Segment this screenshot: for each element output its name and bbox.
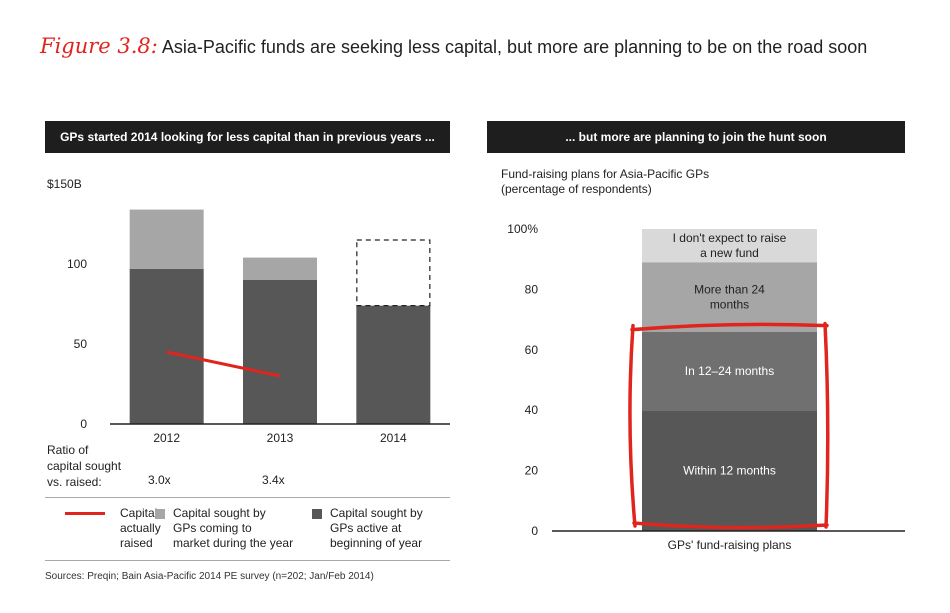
left-bar-segment — [356, 305, 431, 424]
legend-swatch-active-at-beginning — [312, 509, 322, 519]
legend-coming-to-market: Capital sought by GPs coming to market d… — [173, 506, 293, 551]
left-bar-segment — [129, 268, 204, 424]
left-y-tick-label: 100 — [67, 257, 87, 271]
right-x-tick-label: GPs' fund-raising plans — [668, 538, 792, 552]
ratio-label-line-1: Ratio of — [47, 443, 89, 457]
right-y-tick-label: 100% — [507, 222, 538, 236]
capital-raised-line — [166, 350, 281, 378]
left-panel-header: GPs started 2014 looking for less capita… — [45, 121, 450, 153]
right-bar-segment — [642, 229, 817, 263]
right-panel-header: ... but more are planning to join the hu… — [487, 121, 905, 153]
right-bar-segment — [642, 331, 817, 411]
right-segment-label: I don't expect to raise — [673, 231, 787, 245]
left-bar-segment-dashed — [356, 239, 431, 307]
left-x-tick-label: 2012 — [153, 431, 180, 445]
right-y-tick-label: 60 — [525, 343, 539, 357]
figure-headline: Asia-Pacific funds are seeking less capi… — [161, 37, 868, 57]
left-bar-segment — [243, 257, 317, 280]
legend-active-line-2: GPs active at — [330, 521, 402, 535]
legend-coming-line-2: GPs coming to — [173, 521, 252, 535]
legend-capital-raised-line-2: actually — [120, 521, 161, 535]
right-chart-subtitle-line-2: (percentage of respondents) — [501, 182, 652, 196]
left-y-tick-label: $150B — [47, 177, 82, 191]
left-chart-legend: Capital actually raised Capital sought b… — [45, 497, 450, 561]
right-segment-label: months — [710, 297, 749, 311]
right-y-tick-label: 0 — [531, 524, 538, 538]
ratio-value-2013: 3.4x — [262, 473, 285, 487]
legend-capital-raised: Capital actually raised — [120, 506, 161, 551]
ratio-label-line-2: capital sought — [47, 459, 122, 473]
right-chart-subtitle-line-1: Fund-raising plans for Asia-Pacific GPs — [501, 167, 710, 181]
right-y-tick-label: 40 — [525, 403, 539, 417]
right-y-tick-label: 80 — [525, 282, 539, 296]
right-y-tick-label: 20 — [525, 464, 539, 478]
source-note: Sources: Preqin; Bain Asia-Pacific 2014 … — [45, 571, 374, 582]
right-bar-segment — [642, 262, 817, 332]
left-bar-segment — [243, 280, 317, 424]
left-y-tick-label: 50 — [74, 337, 88, 351]
left-x-tick-label: 2014 — [380, 431, 407, 445]
legend-active-line-3: beginning of year — [330, 536, 423, 550]
legend-capital-raised-line-1: Capital — [120, 506, 158, 520]
right-segment-label: More than 24 — [694, 282, 765, 296]
legend-coming-line-1: Capital sought by — [173, 506, 266, 520]
figure-number: Figure 3.8: — [40, 34, 158, 58]
left-bar-segment — [129, 209, 204, 269]
legend-coming-line-3: market during the year — [173, 536, 294, 550]
left-x-tick-label: 2013 — [267, 431, 294, 445]
legend-active-line-1: Capital sought by — [330, 506, 423, 520]
right-segment-label: In 12–24 months — [685, 364, 774, 378]
legend-active-at-beginning: Capital sought by GPs active at beginnin… — [330, 506, 423, 551]
ratio-value-2012: 3.0x — [148, 473, 171, 487]
ratio-label: Ratio of capital sought vs. raised: — [47, 442, 121, 490]
legend-capital-raised-line-3: raised — [120, 536, 153, 550]
right-segment-label: Within 12 months — [683, 464, 776, 478]
highlight-box — [628, 321, 830, 530]
left-y-tick-label: 0 — [80, 417, 87, 431]
ratio-label-line-3: vs. raised: — [47, 475, 102, 489]
figure-title: Figure 3.8: Asia-Pacific funds are seeki… — [40, 34, 940, 58]
legend-swatch-coming-to-market — [155, 509, 165, 519]
right-chart-subtitle: Fund-raising plans for Asia-Pacific GPs … — [501, 167, 709, 197]
right-bar-segment — [642, 410, 817, 531]
right-segment-label: a new fund — [700, 246, 759, 260]
legend-swatch-capital-raised — [65, 512, 105, 515]
